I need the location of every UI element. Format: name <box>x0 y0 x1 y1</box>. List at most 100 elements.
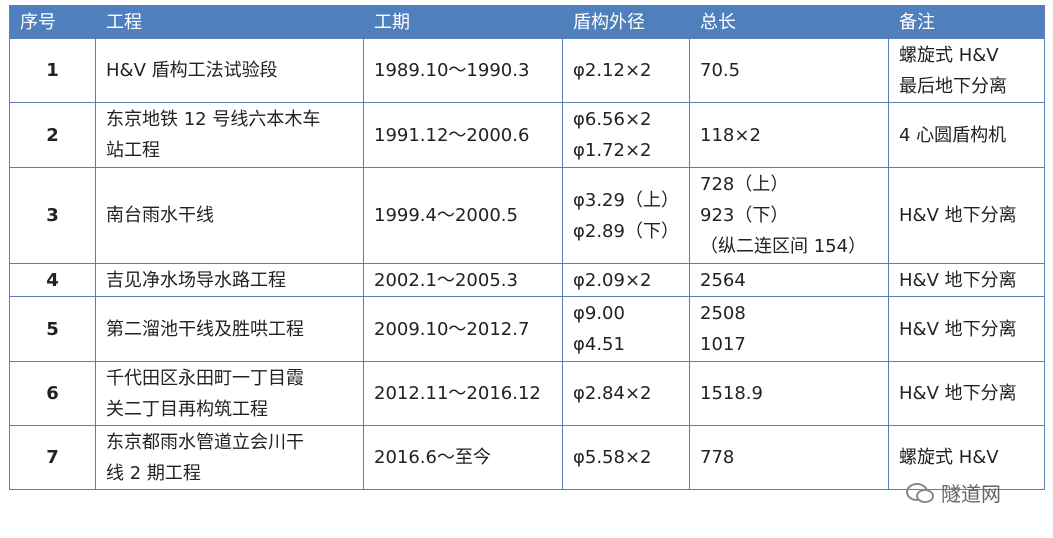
table-cell: 吉见净水场导水路工程 <box>95 263 364 297</box>
cell-line: φ3.29（上） <box>573 189 679 211</box>
cell-line: 1991.12～2000.6 <box>374 124 530 146</box>
cell-line: φ2.09×2 <box>573 269 652 291</box>
cell-line: 2009.10～2012.7 <box>374 318 530 340</box>
table-row: 1 H&V 盾构工法试验段 1989.10～1990.3 φ2.12×2 70.5 螺旋式… <box>9 38 1045 103</box>
table-cell: 4 <box>9 263 96 297</box>
cell-line: 1518.9 <box>700 383 763 404</box>
table-row: 7 东京都雨水管道立会川干线 2 期工程 2016.6～至今 φ5.58×2 778 螺旋… <box>9 425 1045 490</box>
table-row: 4 吉见净水场导水路工程 2002.1～2005.3 φ2.09×2 2564 H&V 地… <box>9 263 1045 297</box>
table-cell: 2564 <box>689 263 889 297</box>
cell-line: 118×2 <box>700 124 761 146</box>
table-cell: 7 <box>9 425 96 490</box>
cell-line: 1017 <box>700 334 746 355</box>
header-cell: 盾构外径 <box>562 5 690 39</box>
cell-line: φ5.58×2 <box>573 447 652 468</box>
table-cell: 2 <box>9 102 96 168</box>
cell-line: 728（上） <box>700 174 789 195</box>
cell-line: H&V 地下分离 <box>899 269 1017 291</box>
header-cell: 序号 <box>9 5 96 39</box>
table-cell: φ5.58×2 <box>562 425 690 490</box>
cell-line: 螺旋式 H&V <box>899 447 999 468</box>
cell-line: φ2.89（下） <box>573 220 679 242</box>
table-cell: 第二溜池干线及胜哄工程 <box>95 296 364 362</box>
table-cell: φ9.00 φ4.51 <box>562 296 690 362</box>
header-cell: 总长 <box>689 5 889 39</box>
cell-line: φ6.56×2 <box>573 109 652 130</box>
table-cell: 2508 1017 <box>689 296 889 362</box>
table-cell: 3 <box>9 167 96 264</box>
table-cell: H&V 盾构工法试验段 <box>95 38 364 103</box>
table-cell: H&V 地下分离 <box>888 361 1045 426</box>
table-cell: 2016.6～至今 <box>363 425 563 490</box>
table-cell: φ2.12×2 <box>562 38 690 103</box>
table-row: 3 南台雨水干线 1999.4～2000.5 φ3.29（上） φ2.89（下） 728（… <box>9 167 1045 264</box>
table-cell: 1999.4～2000.5 <box>363 167 563 264</box>
table-cell: 2002.1～2005.3 <box>363 263 563 297</box>
table-cell: 2009.10～2012.7 <box>363 296 563 362</box>
table-cell: φ3.29（上） φ2.89（下） <box>562 167 690 264</box>
cell-line: 1989.10～1990.3 <box>374 60 530 81</box>
table-cell: H&V 地下分离 <box>888 167 1045 264</box>
cell-line: 第二溜池干线及胜哄工程 <box>106 318 304 340</box>
table-cell: 南台雨水干线 <box>95 167 364 264</box>
table-cell: 778 <box>689 425 889 490</box>
cell-line: 千代田区永田町一丁目霞 <box>106 367 304 389</box>
cell-line: 1 <box>46 60 59 81</box>
cell-line: 螺旋式 H&V <box>899 44 999 66</box>
cell-line: φ2.84×2 <box>573 383 652 404</box>
cell-line: φ4.51 <box>573 334 625 355</box>
table-cell: 728（上） 923（下） （纵二连区间 154） <box>689 167 889 264</box>
data-table: 序号 工程 工期 盾构外径 总长 备注 1 H&V 盾构工法试验段 1989.10～1990.… <box>9 5 1045 490</box>
header-cell: 工期 <box>363 5 563 39</box>
cell-line: 923（下） <box>700 205 789 226</box>
table-cell: 2012.11～2016.12 <box>363 361 563 426</box>
cell-line: 6 <box>46 383 59 404</box>
cell-line: 东京地铁 12 号线六本木车 <box>106 109 321 130</box>
table-cell: 6 <box>9 361 96 426</box>
cell-line: 2016.6～至今 <box>374 447 491 468</box>
table-row: 5 第二溜池干线及胜哄工程 2009.10～2012.7 φ9.00 φ4.51 2508… <box>9 296 1045 362</box>
cell-line: 站工程 <box>106 140 160 161</box>
cell-line: φ1.72×2 <box>573 140 652 161</box>
table-cell: 1989.10～1990.3 <box>363 38 563 103</box>
table-cell: 118×2 <box>689 102 889 168</box>
cell-line: H&V 地下分离 <box>899 318 1017 340</box>
table-cell: 东京都雨水管道立会川干线 2 期工程 <box>95 425 364 490</box>
cell-line: 778 <box>700 447 735 468</box>
table-cell: 东京地铁 12 号线六本木车 站工程 <box>95 102 364 168</box>
cell-line: 吉见净水场导水路工程 <box>106 269 286 291</box>
table-cell: 1518.9 <box>689 361 889 426</box>
cell-line: φ9.00 <box>573 303 625 324</box>
table-cell: 千代田区永田町一丁目霞 关二丁目再构筑工程 <box>95 361 364 426</box>
table-row: 6 千代田区永田町一丁目霞 关二丁目再构筑工程 2012.11～2016.12 φ2.8… <box>9 361 1045 426</box>
table-cell: φ6.56×2 φ1.72×2 <box>562 102 690 168</box>
cell-line: 2 <box>46 124 59 146</box>
table-cell: H&V 地下分离 <box>888 296 1045 362</box>
table-cell: 螺旋式 H&V 最后地下分离 <box>888 38 1045 103</box>
cell-line: 2508 <box>700 303 746 324</box>
cell-line: 1999.4～2000.5 <box>374 205 518 226</box>
cell-line: H&V 地下分离 <box>899 383 1017 404</box>
cell-line: 关二丁目再构筑工程 <box>106 398 268 420</box>
table-cell: φ2.84×2 <box>562 361 690 426</box>
table-cell: φ2.09×2 <box>562 263 690 297</box>
table-cell: 5 <box>9 296 96 362</box>
cell-line: 东京都雨水管道立会川干 <box>106 431 304 453</box>
table-cell: 螺旋式 H&V <box>888 425 1045 490</box>
cell-line: 2002.1～2005.3 <box>374 269 518 291</box>
header-cell: 备注 <box>888 5 1045 39</box>
cell-line: φ2.12×2 <box>573 60 652 81</box>
table-cell: 4 心圆盾构机 <box>888 102 1045 168</box>
watermark-text: 隧道网 <box>941 482 1001 506</box>
header-row: 序号 工程 工期 盾构外径 总长 备注 <box>9 5 1045 39</box>
cell-line: 3 <box>46 205 59 226</box>
cell-line: H&V 盾构工法试验段 <box>106 60 278 81</box>
cell-line: 4 心圆盾构机 <box>899 124 1007 146</box>
table-cell: 70.5 <box>689 38 889 103</box>
cell-line: 5 <box>46 318 59 340</box>
table-cell: H&V 地下分离 <box>888 263 1045 297</box>
table-cell: 1991.12～2000.6 <box>363 102 563 168</box>
header-cell: 工程 <box>95 5 364 39</box>
cell-line: H&V 地下分离 <box>899 205 1017 226</box>
